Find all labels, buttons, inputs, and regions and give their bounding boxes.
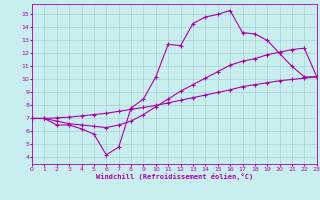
X-axis label: Windchill (Refroidissement éolien,°C): Windchill (Refroidissement éolien,°C) bbox=[96, 173, 253, 180]
